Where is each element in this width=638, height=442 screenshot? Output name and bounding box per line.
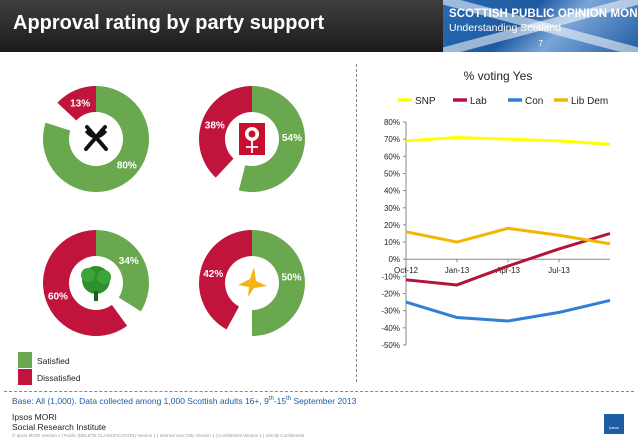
x-tick-label: Jul-13 [548, 266, 570, 275]
y-tick-label: 70% [384, 135, 400, 144]
satisfied-value-label: 50% [281, 273, 301, 284]
legend-satisfied-swatch [18, 352, 32, 368]
y-tick-label: 20% [384, 221, 400, 230]
y-tick-label: -30% [381, 307, 400, 316]
saltire-flag-icon [443, 0, 638, 52]
ipsos-badge-label: Ipsos [609, 425, 619, 430]
sri-logo-text: Social Research Institute [12, 422, 107, 432]
conservative-tree-icon [81, 266, 111, 301]
legend-label: Con [525, 96, 543, 107]
satisfied-value-label: 80% [117, 160, 137, 171]
donut-charts: 80% 13% 54% 38% 34% 60% 50% 42% [42, 86, 305, 336]
series-line-lab [405, 232, 611, 287]
base-note: Base: All (1,000). Data collected among … [12, 396, 356, 406]
base-note-suffix: September 2013 [291, 396, 357, 406]
banner-title: SCOTTISH PUBLIC OPINION MONITOR [449, 8, 638, 20]
legend-label: Lab [470, 96, 487, 107]
page-title: Approval rating by party support [13, 12, 325, 34]
ipsos-badge-icon: Ipsos [604, 414, 624, 434]
legend-dissatisfied-swatch [18, 369, 32, 385]
ipsos-mori-logo: Ipsos MORI [12, 412, 57, 422]
series-line-con [405, 298, 611, 323]
legend-label: Lib Dem [571, 96, 608, 107]
snp-logo-icon [84, 125, 108, 151]
series-line-snp [405, 135, 611, 146]
y-tick-label: -20% [381, 290, 400, 299]
dissatisfied-slice [57, 86, 96, 121]
x-tick-label: Apr-13 [496, 266, 521, 275]
dissatisfied-slice [42, 230, 128, 336]
donut-liberal-democrat: 50% 42% [199, 230, 305, 336]
banner-subtitle: Understanding Scotland [449, 22, 562, 34]
y-tick-label: 0% [388, 255, 400, 264]
panel-divider [356, 64, 357, 382]
legend-entry: Lab [453, 96, 487, 107]
dissatisfied-value-label: 38% [205, 120, 225, 131]
libdem-bird-icon [238, 267, 267, 297]
y-tick-label: -10% [381, 272, 400, 281]
satisfied-value-label: 54% [282, 133, 302, 144]
satisfied-value-label: 34% [119, 256, 139, 267]
base-divider [4, 391, 634, 392]
x-tick-label: Oct-12 [394, 266, 419, 275]
satisfied-slice [238, 86, 305, 192]
legend-dissatisfied-label: Dissatisfied [37, 373, 81, 383]
dissatisfied-slice [199, 86, 252, 178]
monitor-banner: SCOTTISH PUBLIC OPINION MONITOR Understa… [443, 0, 638, 52]
donut-snp: 80% 13% [42, 86, 149, 192]
approval-donuts-panel: 80% 13% 54% 38% 34% 60% 50% 42% [0, 52, 340, 392]
dissatisfied-value-label: 42% [203, 269, 223, 280]
y-tick-label: 60% [384, 152, 400, 161]
y-tick-label: 50% [384, 169, 400, 178]
y-tick-label: 30% [384, 204, 400, 213]
y-tick-label: 40% [384, 187, 400, 196]
legal-notice: © Ipsos MORI Version 1 | Public (DELETE … [12, 433, 305, 438]
satisfied-slice [42, 86, 149, 192]
y-tick-label: -50% [381, 341, 400, 350]
header-bar: Approval rating by party support SCOTTIS… [0, 0, 638, 52]
dissatisfied-slice [199, 230, 252, 330]
legend-entry: Con [508, 96, 543, 107]
x-tick-label: Jan-13 [445, 266, 470, 275]
donut-labour: 54% 38% [199, 86, 305, 192]
satisfied-slice [96, 230, 149, 312]
base-note-prefix: Base: All (1,000). Data collected among … [12, 396, 269, 406]
legend-entry: Lib Dem [554, 96, 608, 107]
legend-satisfied-label: Satisfied [37, 356, 70, 366]
y-tick-label: -40% [381, 324, 400, 333]
page-number: 7 [538, 39, 543, 48]
line-chart-svg: % voting Yes SNP Lab Con Lib Dem -50% -40% -30%… [381, 69, 611, 350]
base-note-sup2: th [286, 396, 292, 403]
satisfied-slice [252, 230, 305, 336]
series-line-lib-dem [405, 226, 611, 246]
dissatisfied-value-label: 13% [70, 98, 90, 109]
base-note-sup1: th [268, 396, 274, 403]
legend-label: SNP [415, 96, 436, 107]
y-tick-label: 10% [384, 238, 400, 247]
dissatisfied-value-label: 60% [48, 291, 68, 302]
yes-vote-line-chart: % voting Yes SNP Lab Con Lib Dem -50% -40% -30%… [358, 60, 638, 390]
y-tick-label: 80% [384, 118, 400, 127]
legend-entry: SNP [398, 96, 436, 107]
donut-conservative: 34% 60% [42, 230, 149, 336]
chart-title: % voting Yes [464, 69, 533, 83]
labour-rose-icon [239, 123, 265, 155]
base-note-mid: -15 [273, 396, 287, 406]
